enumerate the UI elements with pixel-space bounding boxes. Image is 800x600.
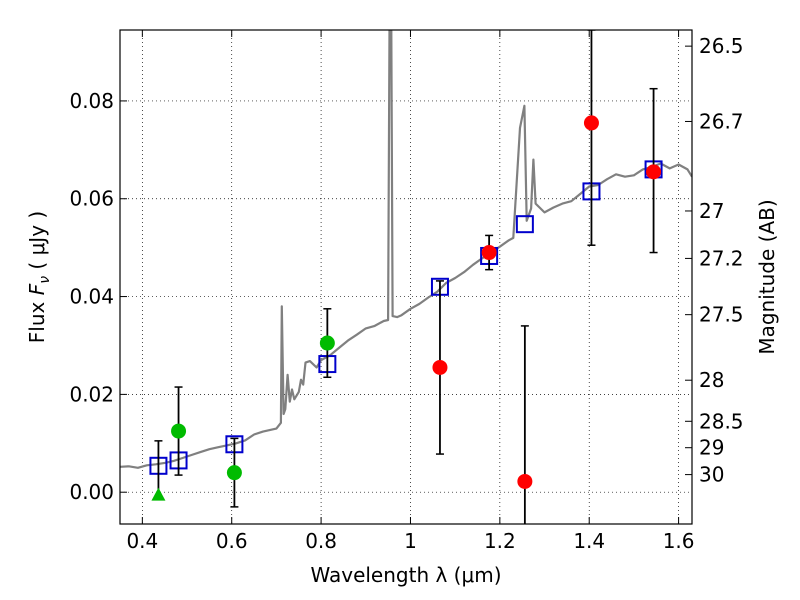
x-axis-title: Wavelength λ (μm)	[310, 563, 501, 587]
y-tick-label: 0.02	[69, 382, 114, 406]
plot-area	[120, 30, 692, 524]
right-tick-label: 26.7	[699, 109, 744, 133]
upper-limit-marker	[151, 487, 166, 501]
data-point-marker	[319, 335, 335, 351]
x-tick-label: 1.2	[484, 529, 516, 553]
data-point-marker	[226, 465, 242, 481]
y-axis-title: Flux Fν ( μJy )	[25, 211, 53, 343]
data-point-marker	[481, 245, 497, 261]
right-tick-label: 28	[699, 368, 724, 392]
right-tick-label: 26.5	[699, 34, 744, 58]
plot-frame	[119, 29, 693, 525]
right-tick-label: 27.2	[699, 246, 744, 270]
y-tick-label: 0.06	[69, 187, 114, 211]
data-point-marker	[517, 473, 533, 489]
right-tick-label: 27.5	[699, 303, 744, 327]
model-square-marker	[515, 215, 534, 234]
right-tick-label: 28.5	[699, 409, 744, 433]
right-tick-label: 27	[699, 199, 724, 223]
x-tick-label: 0.6	[216, 529, 248, 553]
data-point-marker	[583, 115, 599, 131]
right-tick-label: 30	[699, 463, 724, 487]
y-tick-label: 0.00	[69, 480, 114, 504]
plot-background	[120, 30, 692, 524]
x-tick-label: 1.4	[573, 529, 605, 553]
x-tick-label: 0.8	[305, 529, 337, 553]
x-tick-label: 1.6	[663, 529, 695, 553]
y-tick-label: 0.04	[69, 285, 114, 309]
data-point-marker	[646, 164, 662, 180]
right-axis-title: Magnitude (AB)	[755, 199, 779, 354]
y-tick-label: 0.08	[69, 89, 114, 113]
spectrum-line	[120, 30, 692, 469]
right-tick-label: 29	[699, 436, 724, 460]
x-tick-label: 0.4	[126, 529, 158, 553]
axes: 0.4 0.6 0.8 1 1.2 1.4 1.6 0.00 0.02 0.04 0.06 0.08 2…	[69, 30, 744, 553]
data-point-marker	[171, 423, 187, 439]
data-point-marker	[432, 359, 448, 375]
x-tick-label: 1	[404, 529, 417, 553]
